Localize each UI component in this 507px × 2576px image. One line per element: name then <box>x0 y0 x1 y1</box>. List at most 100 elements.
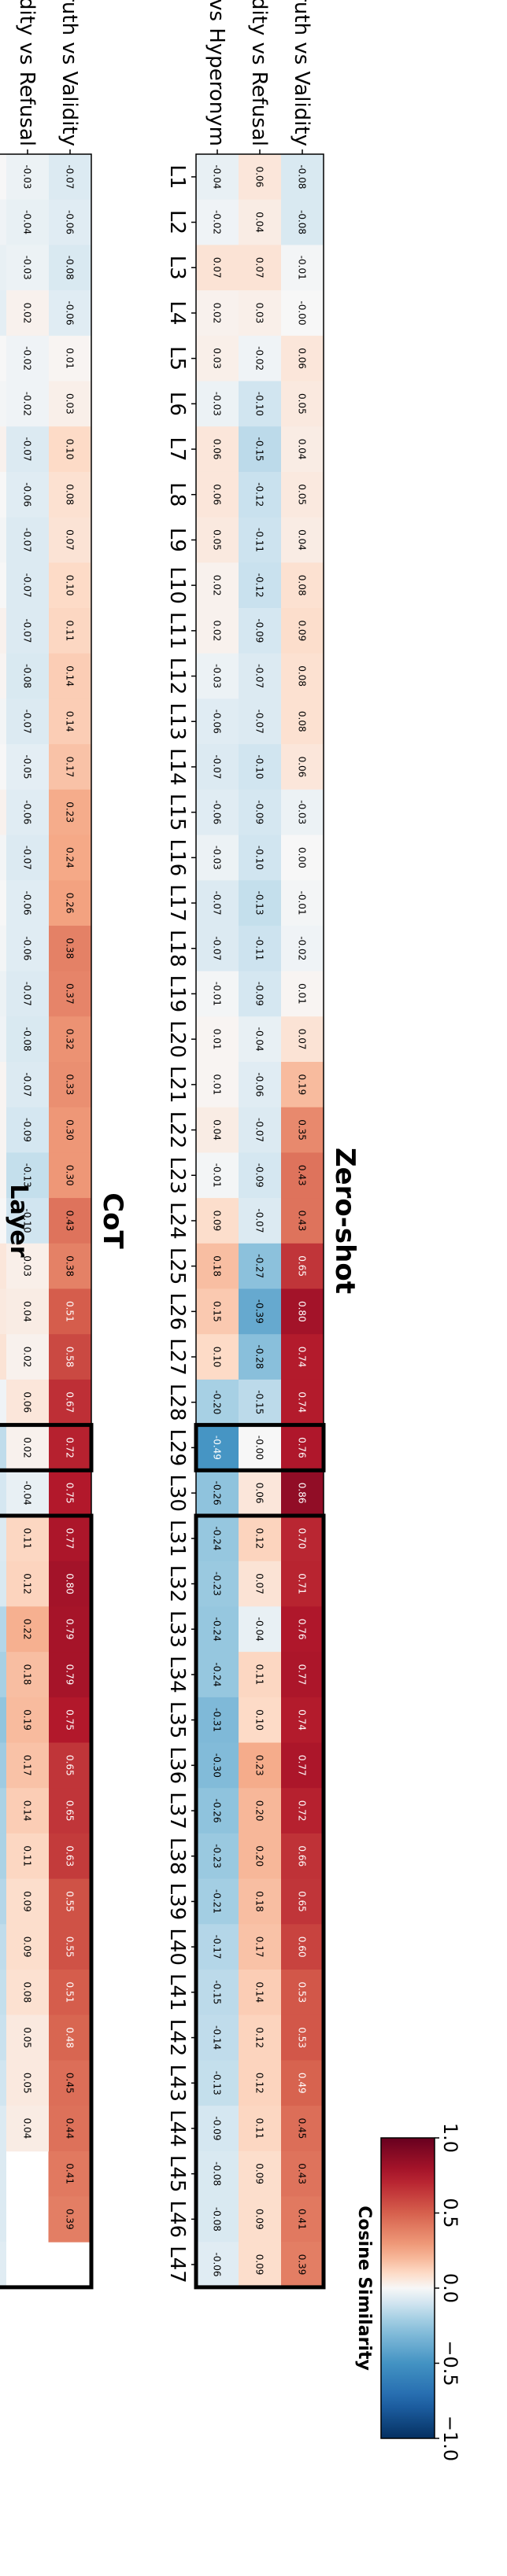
heatmap-cell <box>280 2060 324 2106</box>
cell-value: -0.07 <box>254 1208 265 1233</box>
row-label: Truth vs Validity <box>57 0 81 146</box>
heatmap-cell <box>280 1970 324 2016</box>
heatmap-cell <box>6 517 49 563</box>
heatmap-cell <box>48 971 91 1017</box>
heatmap-cell <box>48 245 91 291</box>
cell-value: 0.04 <box>22 2118 33 2139</box>
heatmap-cell <box>6 1878 49 1925</box>
cell-value: 0.06 <box>254 1483 265 1504</box>
cell-value: -0.26 <box>212 1481 223 1505</box>
layer-tick-label: L47 <box>165 2246 189 2283</box>
heatmap-cell <box>195 471 239 518</box>
layer-tick-label: L18 <box>165 930 189 967</box>
cell-value: 0.44 <box>65 2118 76 2139</box>
layer-tick-label: L27 <box>165 1338 189 1376</box>
cell-value: 0.02 <box>22 1347 33 1368</box>
heatmap-cell <box>48 199 91 245</box>
heatmap-cell <box>6 653 49 699</box>
heatmap-cell <box>48 2060 91 2106</box>
heatmap-cell <box>48 698 91 745</box>
heatmap-cell <box>48 1470 91 1516</box>
cell-value: -0.08 <box>212 2207 223 2231</box>
heatmap-cell <box>6 1152 49 1199</box>
cell-value: -0.13 <box>212 2071 223 2095</box>
heatmap-cell <box>195 199 239 245</box>
cell-value: 0.49 <box>297 2073 308 2094</box>
row-label: Validity vs Refusal <box>247 0 271 146</box>
heatmap-cell <box>0 1788 6 1834</box>
x-axis-label: Layer <box>5 1184 32 1257</box>
cell-value: -0.24 <box>212 1662 223 1686</box>
heatmap-cell <box>195 1016 239 1063</box>
cell-value: 0.11 <box>22 1845 33 1867</box>
cell-value: 0.12 <box>22 1573 33 1594</box>
heatmap-cell <box>195 1334 239 1380</box>
heatmap-cell <box>195 1970 239 2016</box>
heatmap-cell <box>238 653 281 699</box>
heatmap-cell <box>6 381 49 427</box>
heatmap-cell <box>238 1198 281 1244</box>
heatmap-cell <box>6 1243 49 1290</box>
cell-value: 0.30 <box>65 1119 76 1141</box>
heatmap-cell <box>238 1152 281 1199</box>
heatmap-cell <box>238 2106 281 2152</box>
cell-value: -0.07 <box>254 664 265 688</box>
colorbar-tick-label: 1.0 <box>439 2123 461 2153</box>
cell-value: -0.24 <box>212 1526 223 1550</box>
layer-tick-label: L24 <box>165 1202 189 1240</box>
heatmap-cell <box>6 335 49 381</box>
heatmap-cell <box>280 1198 324 1244</box>
heatmap-cell <box>0 2060 6 2106</box>
cell-value: 0.71 <box>297 1573 308 1594</box>
colorbar-tick-label: 0.0 <box>439 2273 461 2303</box>
cell-value: -0.00 <box>297 300 308 325</box>
cell-value: -0.12 <box>254 482 265 507</box>
cell-value: 0.01 <box>65 348 76 369</box>
cell-value: 0.18 <box>254 1891 265 1912</box>
cell-value: 0.07 <box>254 257 265 278</box>
heatmap-cell <box>280 2196 324 2242</box>
cell-value: -0.06 <box>22 891 33 916</box>
layer-tick-label: L29 <box>165 1429 189 1467</box>
heatmap-cell <box>238 1062 281 1108</box>
heatmap-cell <box>238 1470 281 1516</box>
cell-value: 0.08 <box>297 665 308 687</box>
layer-tick-label: L43 <box>165 2064 189 2102</box>
heatmap-cell <box>238 1288 281 1335</box>
heatmap-cell <box>195 1697 239 1744</box>
cell-value: 0.48 <box>65 2027 76 2048</box>
heatmap-cell <box>6 1379 49 1426</box>
cell-value: 0.65 <box>297 1255 308 1277</box>
heatmap-cell <box>0 789 6 835</box>
layer-tick-label: L37 <box>165 1792 189 1830</box>
cell-value: -0.08 <box>65 256 76 280</box>
cell-value: 0.18 <box>212 1255 223 1277</box>
cell-value: 0.05 <box>22 2073 33 2094</box>
cot-title: CoT <box>97 1192 128 1249</box>
cell-value: 0.10 <box>65 439 76 460</box>
heatmap-cell <box>280 1152 324 1199</box>
heatmap-cell <box>280 1606 324 1653</box>
heatmap-cell <box>6 199 49 245</box>
heatmap-cell <box>6 1833 49 1880</box>
cell-value: 0.76 <box>297 1437 308 1458</box>
layer-tick-label: L33 <box>165 1610 189 1648</box>
heatmap-cell <box>195 1062 239 1108</box>
cell-value: 0.02 <box>212 620 223 641</box>
cell-value: 0.11 <box>254 2118 265 2139</box>
colorbar-tick-label: −0.5 <box>439 2340 461 2386</box>
heatmap-cell <box>238 925 281 972</box>
heatmap-cell <box>238 1379 281 1426</box>
heatmap-cell <box>6 1516 49 1562</box>
heatmap-cell <box>195 290 239 337</box>
heatmap-cell <box>280 744 324 790</box>
heatmap-cell <box>195 2150 239 2198</box>
heatmap-cell <box>48 1652 91 1698</box>
cell-value: 0.01 <box>212 1074 223 1095</box>
cell-value: -0.23 <box>212 1572 223 1596</box>
cell-value: -0.13 <box>22 1163 33 1188</box>
cell-value: -0.21 <box>212 1889 223 1914</box>
cell-value: -0.07 <box>22 846 33 870</box>
heatmap-cell <box>6 1742 49 1789</box>
cell-value: -0.31 <box>212 1708 223 1732</box>
